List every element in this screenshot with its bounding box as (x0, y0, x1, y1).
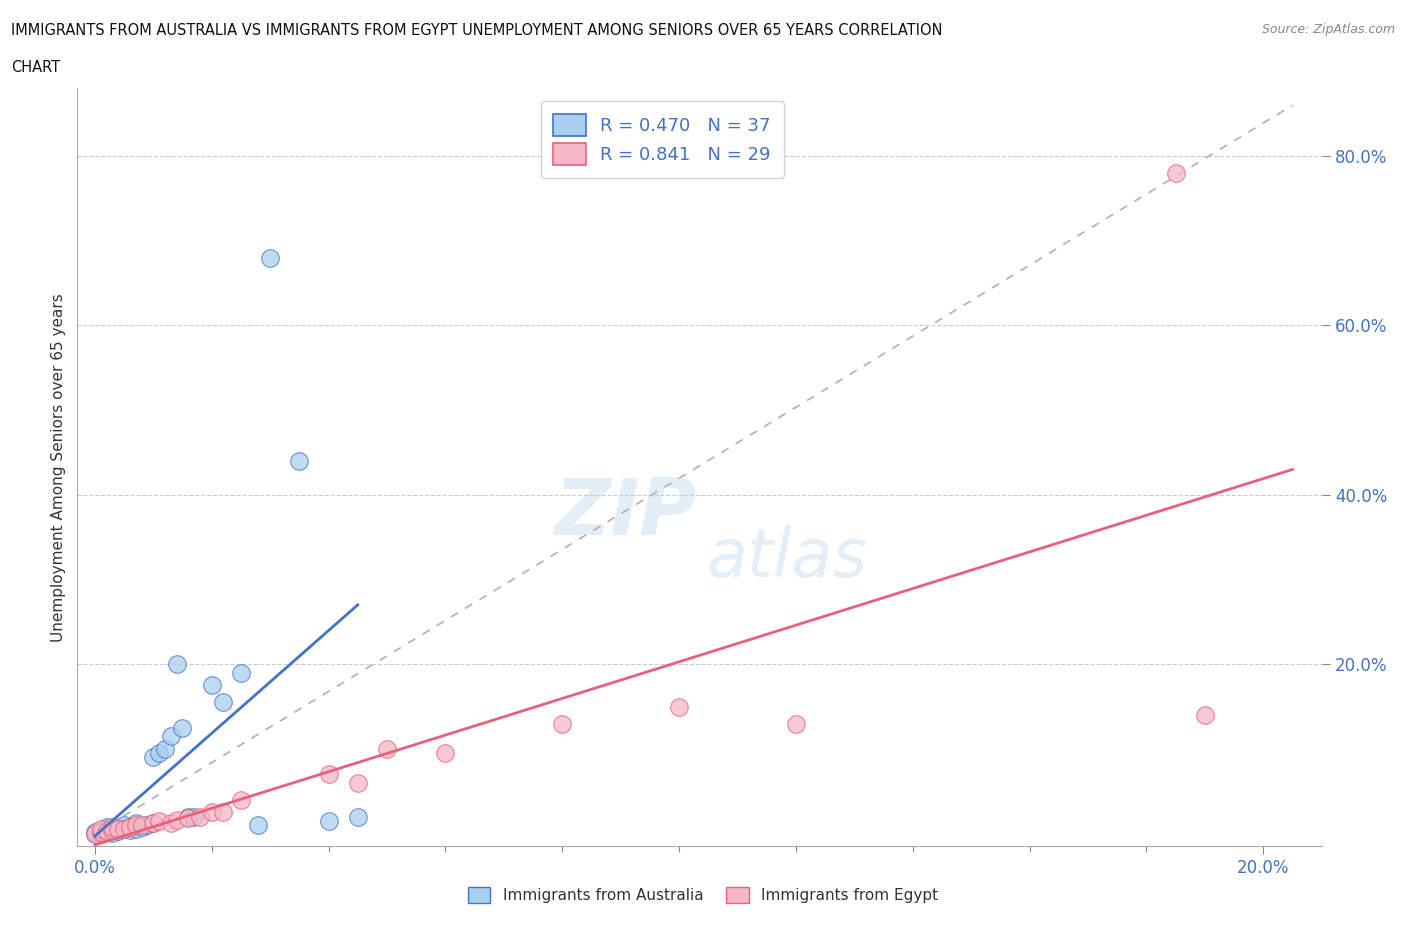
Point (107, 824, 129, 839)
Point (90, 825, 112, 840)
Point (96, 825, 118, 840)
Point (247, 817, 270, 832)
Legend: R = 0.470   N = 37, R = 0.841   N = 29: R = 0.470 N = 37, R = 0.841 N = 29 (541, 101, 783, 178)
Point (107, 821, 129, 836)
Point (166, 813, 188, 828)
Point (188, 809, 211, 824)
Point (177, 809, 200, 824)
Point (118, 819, 141, 834)
Point (90, 824, 112, 839)
Point (96, 819, 118, 834)
Point (159, 816, 181, 830)
Point (153, 741, 176, 756)
Point (125, 816, 148, 830)
Point (83, 826, 105, 841)
Point (142, 816, 165, 830)
Point (112, 817, 135, 832)
Point (183, 809, 205, 824)
Point (131, 817, 153, 832)
Point (668, 699, 690, 714)
Point (107, 820, 129, 835)
Point (1164, 166, 1187, 180)
Point (159, 729, 181, 744)
Point (118, 819, 141, 834)
Point (229, 665, 252, 680)
Point (101, 819, 124, 834)
Point (259, 250, 281, 265)
Point (96, 824, 118, 839)
Point (101, 823, 124, 838)
Text: Source: ZipAtlas.com: Source: ZipAtlas.com (1261, 23, 1395, 36)
Point (785, 716, 807, 731)
Point (142, 816, 165, 830)
Point (1194, 708, 1216, 723)
Point (201, 805, 224, 820)
Point (346, 776, 368, 790)
Point (90, 825, 112, 840)
Point (125, 817, 148, 832)
Y-axis label: Unemployment Among Seniors over 65 years: Unemployment Among Seniors over 65 years (51, 293, 66, 642)
Point (434, 746, 457, 761)
Point (201, 678, 224, 693)
Point (101, 825, 124, 840)
Point (148, 746, 170, 761)
Point (112, 822, 135, 837)
Point (125, 821, 148, 836)
Point (551, 716, 574, 731)
Point (212, 695, 235, 710)
Point (131, 819, 153, 834)
Point (229, 792, 252, 807)
Point (318, 814, 340, 829)
Legend: Immigrants from Australia, Immigrants from Egypt: Immigrants from Australia, Immigrants fr… (460, 880, 946, 910)
Point (142, 750, 165, 764)
Point (346, 809, 368, 824)
Point (375, 741, 398, 756)
Point (148, 814, 170, 829)
Point (112, 822, 135, 837)
Point (96, 822, 118, 837)
Point (83, 826, 105, 841)
Point (318, 767, 340, 782)
Text: CHART: CHART (11, 60, 60, 75)
Point (166, 657, 188, 671)
Point (212, 805, 235, 820)
Text: IMMIGRANTS FROM AUSTRALIA VS IMMIGRANTS FROM EGYPT UNEMPLOYMENT AMONG SENIORS OV: IMMIGRANTS FROM AUSTRALIA VS IMMIGRANTS … (11, 23, 943, 38)
Point (288, 454, 311, 469)
Point (83, 825, 105, 840)
Point (101, 821, 124, 836)
Text: atlas: atlas (706, 525, 868, 591)
Point (90, 822, 112, 837)
Point (118, 823, 141, 838)
Point (172, 721, 194, 736)
Point (101, 823, 124, 838)
Point (136, 817, 159, 832)
Point (177, 811, 200, 826)
Text: ZIP: ZIP (554, 475, 696, 551)
